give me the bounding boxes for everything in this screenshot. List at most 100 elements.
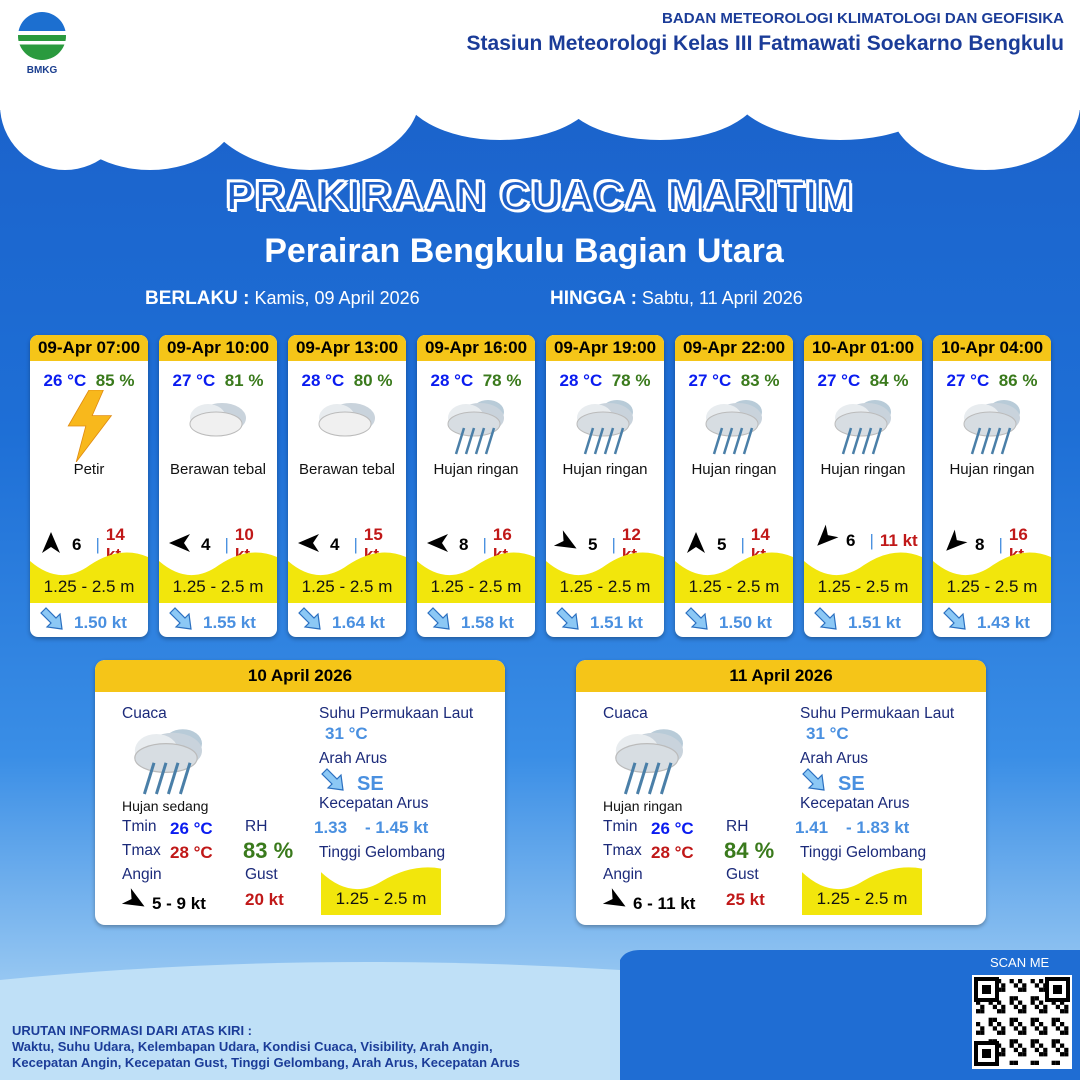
footer-wave [0, 950, 1080, 1080]
gust-speed: 11 kt [879, 530, 918, 550]
wind-direction-icon [167, 530, 193, 561]
current-min: 1.33 [314, 818, 348, 837]
tmax-value: 28 °C [170, 843, 213, 862]
wind-direction-icon [941, 529, 968, 561]
current-speed: 1.43 kt [977, 612, 1030, 632]
wind-speed: 4 [330, 535, 340, 554]
weather-condition: Petir [73, 461, 105, 478]
wind-speed: 8 [459, 535, 469, 554]
humidity: 83 % [740, 371, 780, 390]
humidity: 80 % [353, 371, 393, 390]
daily-condition: Hujan sedang [122, 798, 209, 814]
wind-speed: 6 [72, 535, 82, 554]
current-speed-label: Kecepatan Arus [319, 795, 429, 812]
gust-value: 25 kt [726, 890, 765, 909]
current-dir-label: Arah Arus [800, 750, 869, 767]
humidity: 81 % [224, 371, 264, 390]
wind-range: 5 - 9 kt [121, 888, 206, 919]
rain-cloud-icon [546, 391, 664, 461]
weather-condition: Hujan ringan [949, 461, 1035, 478]
weather-condition: Hujan ringan [433, 461, 519, 478]
humidity: 78 % [482, 371, 522, 390]
wave-height: 1.25 - 2.5 m [172, 577, 264, 596]
weather-label: Cuaca [122, 705, 167, 722]
current-speed: 1.50 kt [74, 612, 127, 632]
wind-direction-icon [602, 888, 629, 919]
wave-value: 1.25 - 2.5 m [335, 889, 427, 908]
forecast-time: 09-Apr 22:00 [675, 335, 793, 361]
forecast-time: 09-Apr 13:00 [288, 335, 406, 361]
gust-label: Gust [245, 866, 278, 883]
current-direction-icon [554, 607, 584, 637]
tmax-label: Tmax [122, 842, 161, 859]
humidity: 78 % [611, 371, 651, 390]
current-speed: 1.55 kt [203, 612, 256, 632]
current-direction-icon [425, 607, 455, 637]
cloud-decor [560, 40, 760, 140]
wave-height: 1.25 - 2.5 m [688, 577, 780, 596]
wave-height: 1.25 - 2.5 m [43, 577, 135, 596]
forecast-card: 09-Apr 19:00 28 °C 78 % Hujan ringan 5 | 1… [546, 335, 664, 637]
wind-direction-icon [121, 888, 148, 919]
rh-label: RH [245, 818, 268, 835]
current-direction-icon [683, 607, 713, 637]
forecast-time: 09-Apr 16:00 [417, 335, 535, 361]
current-direction-icon [38, 607, 68, 637]
wind-range: 6 - 11 kt [602, 888, 695, 919]
rain-cloud-icon [804, 391, 922, 461]
current-direction-icon [296, 607, 326, 637]
forecast-card: 09-Apr 07:00 26 °C 85 % Petir 6|14 kt 1.… [30, 335, 148, 637]
rh-label: RH [726, 818, 749, 835]
tmax-value: 28 °C [651, 843, 694, 862]
wind-direction-icon [812, 524, 839, 556]
daily-date: 10 April 2026 [95, 660, 505, 692]
cloud-icon [159, 391, 277, 461]
cloud-icon [288, 391, 406, 461]
air-temp: 26 °C [43, 371, 87, 390]
page-title: PRAKIRAAN CUACA MARITIM [225, 171, 855, 220]
wind-label: Angin [122, 866, 162, 883]
tmin-value: 26 °C [651, 819, 694, 838]
rain-cloud-icon [417, 391, 535, 461]
wind-direction-icon [296, 530, 322, 561]
current-speed: 1.64 kt [332, 612, 385, 632]
current-speed: 1.58 kt [461, 612, 514, 632]
forecast-time: 10-Apr 01:00 [804, 335, 922, 361]
weather-condition: Hujan ringan [691, 461, 777, 478]
wave-graphic [802, 865, 922, 915]
current-dir: SE [800, 768, 865, 800]
scan-label: SCAN ME [990, 955, 1050, 970]
forecast-time: 10-Apr 04:00 [933, 335, 1051, 361]
daily-summary-card: 11 April 2026 Cuaca Hujan ringan Tmin 26… [576, 660, 986, 925]
air-temp: 27 °C [817, 371, 861, 390]
forecast-time: 09-Apr 07:00 [30, 335, 148, 361]
tmin-label: Tmin [603, 818, 638, 835]
tmin-value: 26 °C [170, 819, 213, 838]
wind-label: Angin [603, 866, 643, 883]
weather-condition: Berawan tebal [170, 461, 266, 478]
rain-cloud-icon [130, 722, 207, 804]
wave-height: 1.25 - 2.5 m [430, 577, 522, 596]
wave-height: 1.25 - 2.5 m [817, 577, 909, 596]
current-speed: 1.50 kt [719, 612, 772, 632]
forecast-card: 09-Apr 10:00 27 °C 81 % Berawan tebal 4 |… [159, 335, 277, 637]
rh-value: 84 % [724, 838, 775, 863]
rain-cloud-icon [933, 391, 1051, 461]
forecast-card: 09-Apr 13:00 28 °C 80 % Berawan tebal 4 |… [288, 335, 406, 637]
station-name: Stasiun Meteorologi Kelas III Fatmawati … [466, 32, 1064, 55]
page-subtitle: Perairan Bengkulu Bagian Utara [264, 232, 784, 270]
current-direction-icon [941, 607, 971, 637]
valid-to: HINGGA : Sabtu, 11 April 2026 [550, 288, 803, 309]
wave-height: 1.25 - 2.5 m [946, 577, 1038, 596]
wind-speed: 6 [846, 530, 856, 550]
air-temp: 27 °C [172, 371, 216, 390]
current-speed: 1.51 kt [848, 612, 901, 632]
valid-from: BERLAKU : Kamis, 09 April 2026 [145, 288, 420, 309]
forecast-time: 09-Apr 19:00 [546, 335, 664, 361]
current-direction-icon [167, 607, 197, 637]
current-direction-icon [800, 768, 830, 800]
wind-direction-icon [683, 530, 709, 561]
wave-graphic [321, 865, 441, 915]
qr-code[interactable] [972, 975, 1072, 1069]
wind-speed: 8 [975, 535, 985, 554]
